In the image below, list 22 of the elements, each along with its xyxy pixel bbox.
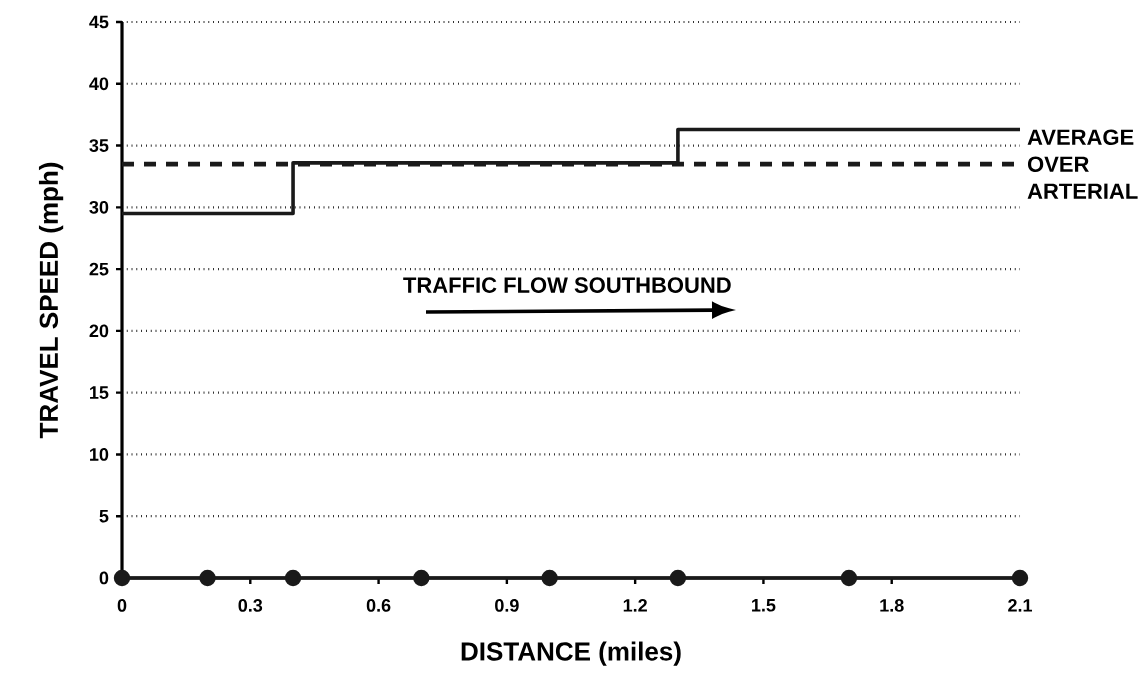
annotation: TRAFFIC FLOW SOUTHBOUND bbox=[403, 277, 731, 293]
y-axis-title: TRAVEL SPEED (mph) bbox=[38, 162, 64, 439]
y-tick-label: 15 bbox=[90, 386, 109, 399]
x-tick-label: 0.3 bbox=[238, 599, 263, 612]
y-tick-label: 25 bbox=[89, 262, 109, 276]
y-tick-label: 30 bbox=[89, 200, 109, 214]
ref-line-label: AVERAGE OVER ARTERIAL bbox=[1027, 129, 1138, 199]
x-tick-label: 0.9 bbox=[495, 599, 519, 612]
y-tick-label: 5 bbox=[99, 509, 109, 523]
x-tick-label: 1.5 bbox=[752, 599, 776, 612]
x-tick-label: 0.6 bbox=[366, 599, 391, 612]
y-tick-label: 45 bbox=[89, 15, 109, 29]
y-tick-label: 20 bbox=[89, 324, 109, 338]
y-tick-label: 35 bbox=[89, 139, 109, 152]
y-tick-label: 10 bbox=[90, 448, 109, 461]
x-tick-label: 1.8 bbox=[880, 599, 904, 612]
x-tick-label: 0 bbox=[117, 599, 127, 612]
x-axis-title: DISTANCE (miles) bbox=[461, 641, 681, 666]
x-tick-label: 1.2 bbox=[623, 599, 647, 612]
y-tick-label: 0 bbox=[99, 571, 109, 585]
y-tick-label: 40 bbox=[89, 77, 109, 91]
x-tick-label: 2.1 bbox=[1008, 599, 1033, 612]
